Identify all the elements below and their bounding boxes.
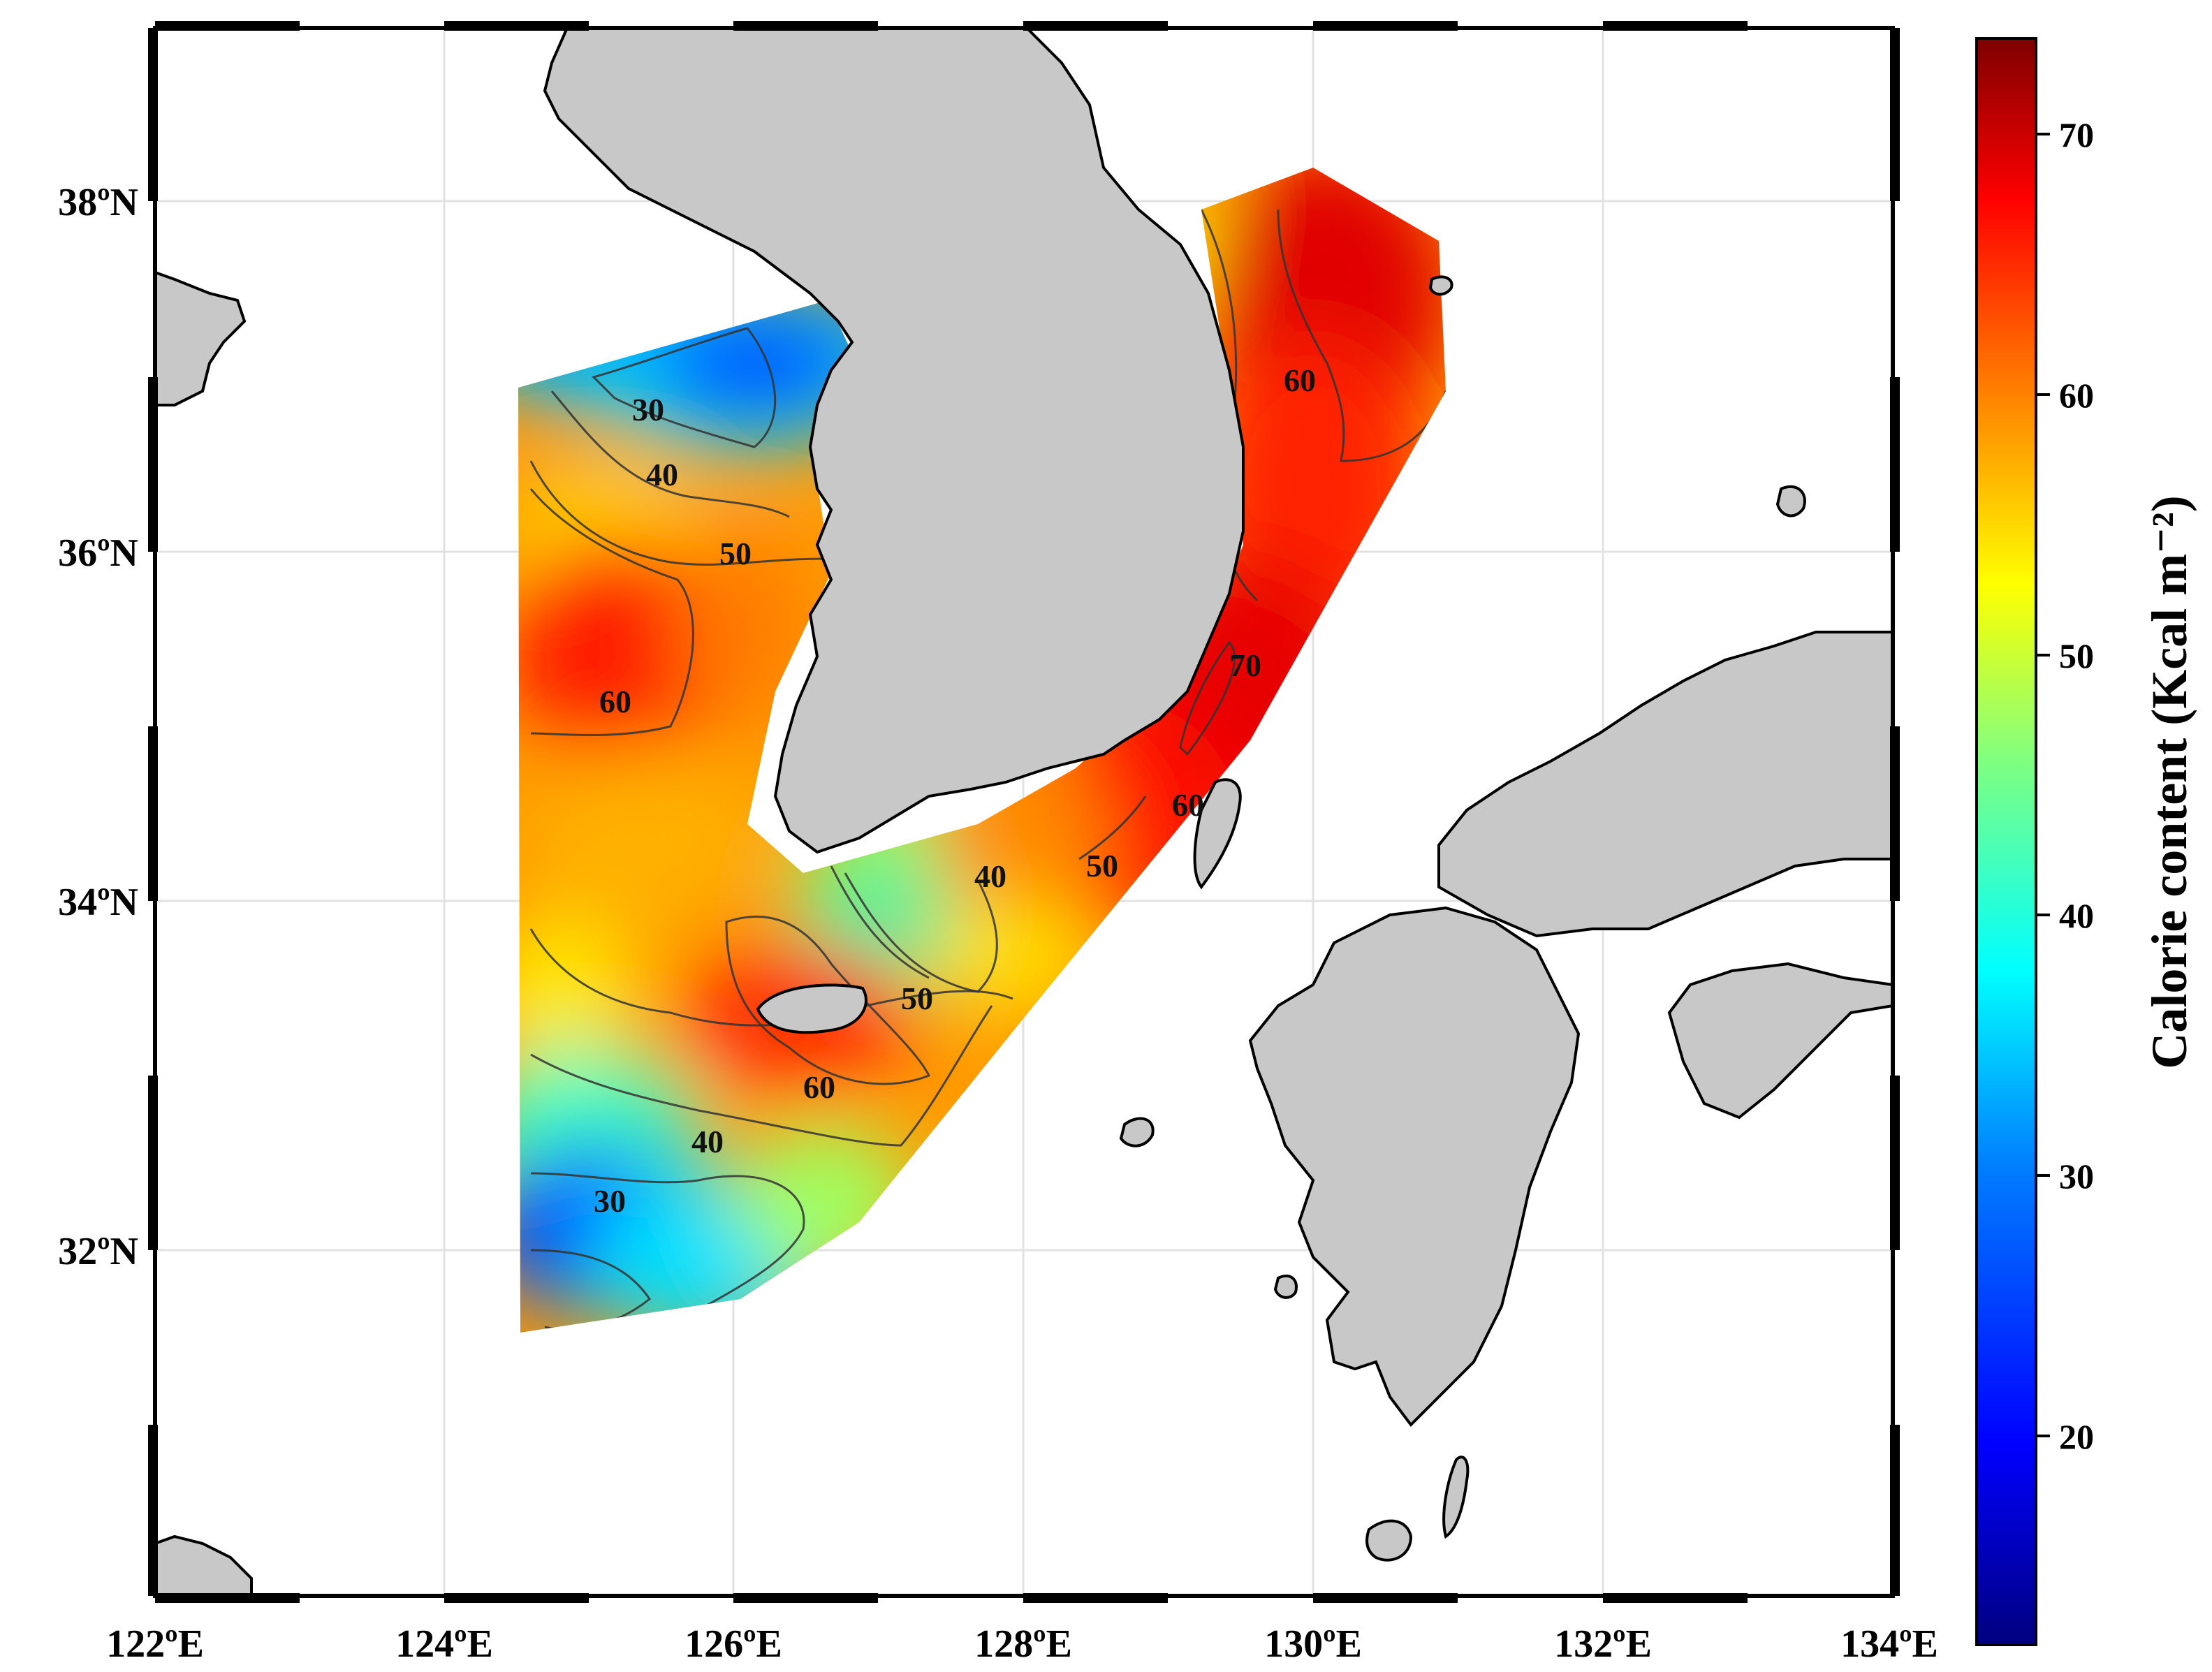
kyushu	[1248, 906, 1581, 1428]
contour-label-50-strait: 50	[1086, 848, 1118, 883]
colorbar-tick-label: 70	[2059, 115, 2094, 154]
tsushima-island	[1193, 778, 1242, 890]
colorbar-ramp	[1975, 37, 2037, 1646]
colorbar-tick-label: 40	[2059, 896, 2094, 935]
colorbar-title: Calorie content (Kcal m⁻²)	[2141, 495, 2197, 1069]
colorbar-tick-label: 60	[2059, 376, 2094, 415]
yakushima-island	[1365, 1519, 1413, 1562]
lon-tick-label: 134ºE	[1840, 1622, 1938, 1666]
koshiki-island	[1273, 1274, 1298, 1299]
contour-label-60-west: 60	[599, 684, 631, 719]
korean-peninsula	[543, 28, 1245, 854]
china-coast-north	[155, 270, 247, 406]
jeju-island	[756, 983, 867, 1034]
shikoku	[1667, 962, 1893, 1120]
contour-label-60-jeju: 60	[803, 1069, 835, 1105]
colorbar-tick-label: 50	[2059, 636, 2094, 675]
china-coast-south	[155, 1534, 253, 1596]
tanegashima-island	[1442, 1455, 1470, 1539]
lon-tick-label: 124ºE	[395, 1622, 493, 1666]
goto-islands	[1119, 1117, 1155, 1147]
latitude-axis: 32ºN 34ºN 36ºN 38ºN	[58, 181, 138, 1273]
honshu	[1437, 631, 1893, 938]
contour-label-60-east: 60	[1284, 362, 1316, 398]
contour-label-40-north: 40	[646, 457, 678, 492]
lon-tick-label: 126ºE	[684, 1622, 782, 1666]
lon-tick-label: 122ºE	[106, 1622, 204, 1666]
map-frame	[148, 21, 1900, 1603]
ulleungdo-island	[1428, 275, 1453, 296]
longitude-axis: 122ºE 124ºE 126ºE 128ºE 130ºE 132ºE 134º…	[106, 1622, 1938, 1666]
contour-label-30-north: 30	[632, 392, 664, 427]
lon-tick-label: 130ºE	[1264, 1622, 1362, 1666]
colorbar-tick-label: 20	[2059, 1417, 2094, 1456]
oki-islands	[1775, 485, 1806, 518]
lat-tick-label: 34ºN	[58, 881, 138, 924]
contour-labels: 30 40 50 60 60 70 60 50 40 50 60 40 30	[594, 362, 1316, 1219]
contour-label-70: 70	[1229, 647, 1261, 683]
colorbar: 20 30 40 50 60 70 Calorie content (Kcal …	[1975, 37, 2197, 1646]
land-masses	[155, 28, 1893, 1596]
contour-label-30-south: 30	[594, 1183, 626, 1219]
lon-tick-label: 128ºE	[974, 1622, 1072, 1666]
lat-tick-label: 32ºN	[58, 1230, 138, 1273]
lat-tick-label: 36ºN	[58, 531, 138, 575]
contour-label-40-south-coast: 40	[974, 858, 1006, 894]
contour-label-40-south: 40	[691, 1124, 724, 1159]
contour-label-60-strait: 60	[1172, 787, 1204, 823]
lat-tick-label: 38ºN	[58, 181, 138, 224]
colorbar-tick-label: 30	[2059, 1157, 2094, 1196]
contour-label-50-north: 50	[719, 536, 752, 571]
contour-label-50-jeju: 50	[901, 981, 933, 1016]
lon-tick-label: 132ºE	[1554, 1622, 1652, 1666]
